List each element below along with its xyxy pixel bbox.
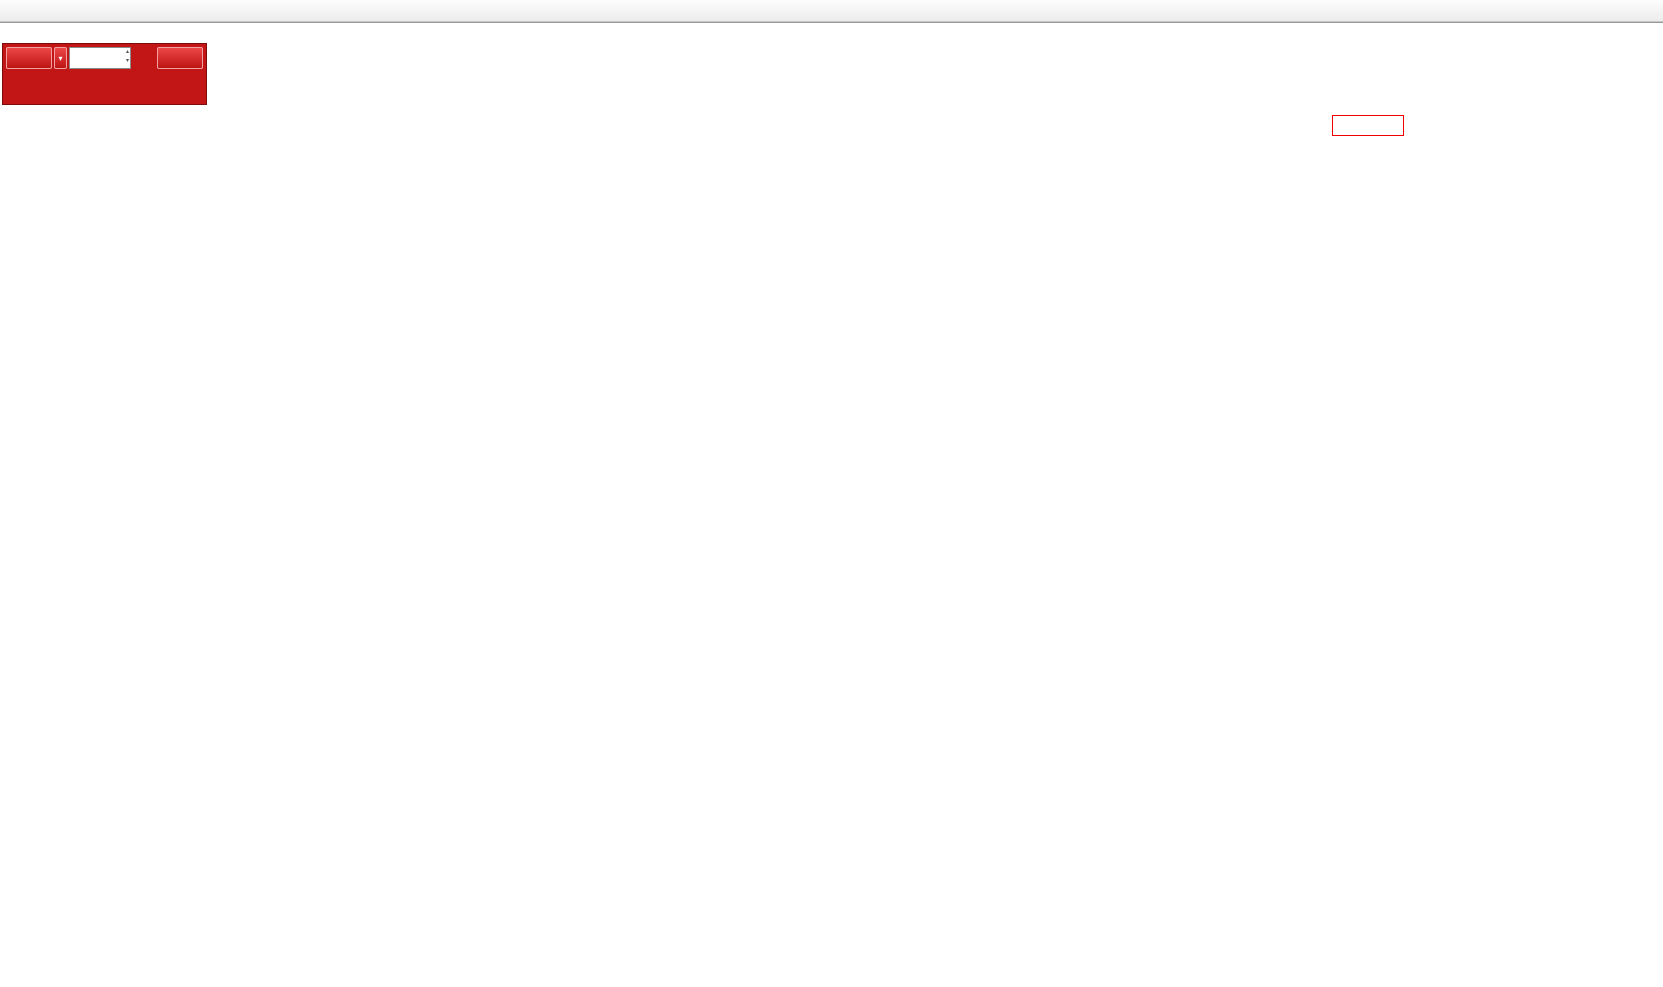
chevron-down-icon: ▾ xyxy=(58,53,63,63)
chart-window[interactable]: ▾ ▴ ▾ xyxy=(0,22,1663,987)
one-click-trading-panel: ▾ ▴ ▾ xyxy=(2,43,207,105)
volume-input[interactable] xyxy=(70,48,130,68)
buy-button[interactable] xyxy=(157,47,203,69)
spinner-down-icon: ▾ xyxy=(125,58,129,64)
chart-canvas[interactable] xyxy=(0,23,1663,987)
volume-spinner[interactable]: ▴ ▾ xyxy=(126,49,129,67)
volume-dropdown-button[interactable]: ▾ xyxy=(54,47,67,69)
volume-field-wrap: ▴ ▾ xyxy=(69,47,131,69)
order-panel-prices xyxy=(6,72,203,102)
top-toolbar xyxy=(0,0,1663,22)
price-annotation-label[interactable] xyxy=(1332,115,1404,136)
order-panel-spacer xyxy=(131,47,157,69)
spinner-up-icon: ▴ xyxy=(125,49,129,55)
sell-button[interactable] xyxy=(6,47,52,69)
order-panel-controls: ▾ ▴ ▾ xyxy=(6,47,203,69)
